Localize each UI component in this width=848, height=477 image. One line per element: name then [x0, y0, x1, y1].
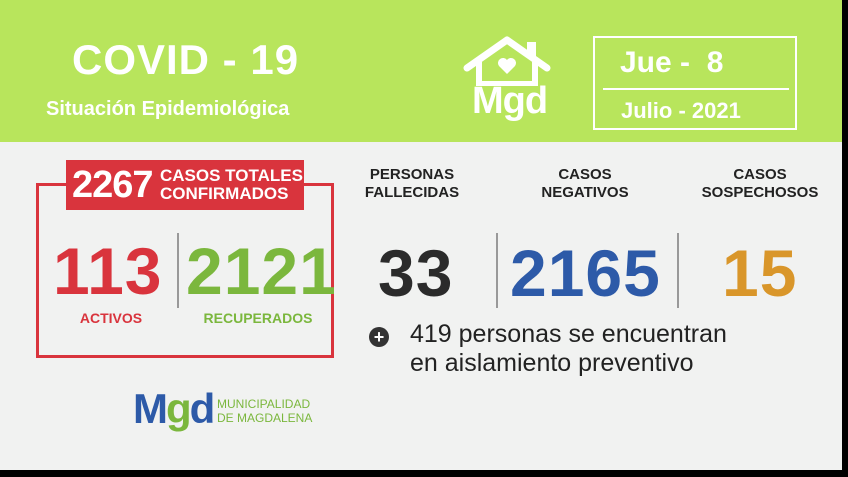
- recovered-value: 2121: [186, 234, 337, 308]
- logo-letter-g: g: [166, 385, 192, 432]
- active-value: 113: [53, 234, 163, 308]
- isolation-note-line2: en aislamiento preventivo: [410, 349, 694, 377]
- suspected-heading-line2: SOSPECHOSOS: [701, 184, 819, 201]
- active-label: ACTIVOS: [79, 310, 143, 326]
- deaths-heading-line1: PERSONAS: [369, 166, 455, 183]
- deaths-heading: PERSONAS FALLECIDAS: [360, 166, 464, 202]
- isolation-note-line1: 419 personas se encuentran: [410, 320, 727, 348]
- page-subtitle: Situación Epidemiológica: [46, 98, 290, 120]
- suspected-heading: CASOS SOSPECHOSOS: [690, 166, 830, 202]
- confirmed-label-line1: CASOS TOTALES: [160, 166, 303, 185]
- logo-letter-d: d: [189, 385, 216, 432]
- confirmed-label: CASOS TOTALES CONFIRMADOS: [160, 166, 303, 203]
- date-month: Julio - 2021: [621, 98, 741, 123]
- divider: [496, 233, 498, 308]
- plus-circle-icon: +: [369, 327, 389, 347]
- brand-logo: Mgd: [472, 80, 548, 122]
- isolation-note: 419 personas se encuentran en aislamient…: [410, 320, 727, 378]
- municipality-name-line1: MUNICIPALIDAD: [217, 397, 311, 411]
- date-day: Jue - 8: [620, 46, 724, 79]
- header-banner: [0, 0, 842, 142]
- confirmed-label-line2: CONFIRMADOS: [160, 184, 289, 203]
- negative-heading-line2: NEGATIVOS: [541, 184, 629, 201]
- negative-heading-line1: CASOS: [558, 166, 612, 183]
- date-box: [593, 36, 797, 130]
- negative-value: 2165: [510, 236, 661, 310]
- recovered-label: RECUPERADOS: [203, 310, 313, 326]
- confirmed-total: 2267: [72, 164, 154, 206]
- divider: [677, 233, 679, 308]
- confirmed-banner: [66, 160, 304, 210]
- date-divider: [603, 88, 789, 90]
- deaths-value: 33: [378, 236, 454, 310]
- suspected-heading-line1: CASOS: [733, 166, 787, 183]
- house-heart-icon: [463, 36, 551, 86]
- covid-report-card: COVID - 19 Situación Epidemiológica Mgd …: [0, 0, 842, 470]
- page-title: COVID - 19: [72, 36, 300, 83]
- deaths-heading-line2: FALLECIDAS: [364, 184, 460, 201]
- suspected-value: 15: [722, 236, 798, 310]
- municipality-name: MUNICIPALIDAD DE MAGDALENA: [217, 397, 312, 425]
- negative-heading: CASOS NEGATIVOS: [530, 166, 640, 202]
- municipality-name-line2: DE MAGDALENA: [217, 411, 313, 425]
- municipality-logo: Mgd: [133, 385, 216, 433]
- divider: [177, 233, 179, 308]
- logo-letter-m: M: [133, 385, 168, 432]
